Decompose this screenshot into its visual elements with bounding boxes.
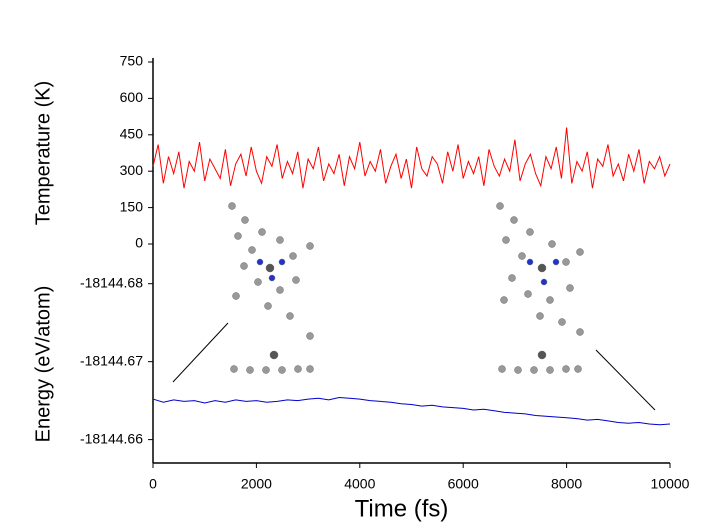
y-tick-label: 150 <box>120 198 144 214</box>
x-tick-label: 8000 <box>551 476 582 492</box>
x-tick-label: 2000 <box>241 476 272 492</box>
x-tick-label: 0 <box>149 476 157 492</box>
y-tick-label: -18144.67 <box>80 352 143 368</box>
data-line <box>152 397 671 426</box>
pointer-line <box>172 322 229 383</box>
x-tick-label: 10000 <box>651 476 690 492</box>
x-tick-label: 6000 <box>448 476 479 492</box>
x-axis-title: Time (fs) <box>355 495 449 522</box>
x-tick-label: 4000 <box>344 476 375 492</box>
pointer-line <box>595 349 656 411</box>
y-tick-label: 450 <box>120 126 144 142</box>
y-tick-label: -18144.66 <box>80 430 143 446</box>
molecule-inset <box>228 202 584 374</box>
y-tick-label: 300 <box>120 162 144 178</box>
y-tick-label: 0 <box>135 235 143 251</box>
y-tick-label: 750 <box>120 53 144 69</box>
y-tick-label: -18144.68 <box>80 274 143 290</box>
y-axis-title: Energy (eV/atom) <box>32 286 54 443</box>
y-axis-title: Temperature (K) <box>32 81 54 226</box>
y-tick-label: 600 <box>120 89 144 105</box>
data-line <box>152 127 671 189</box>
